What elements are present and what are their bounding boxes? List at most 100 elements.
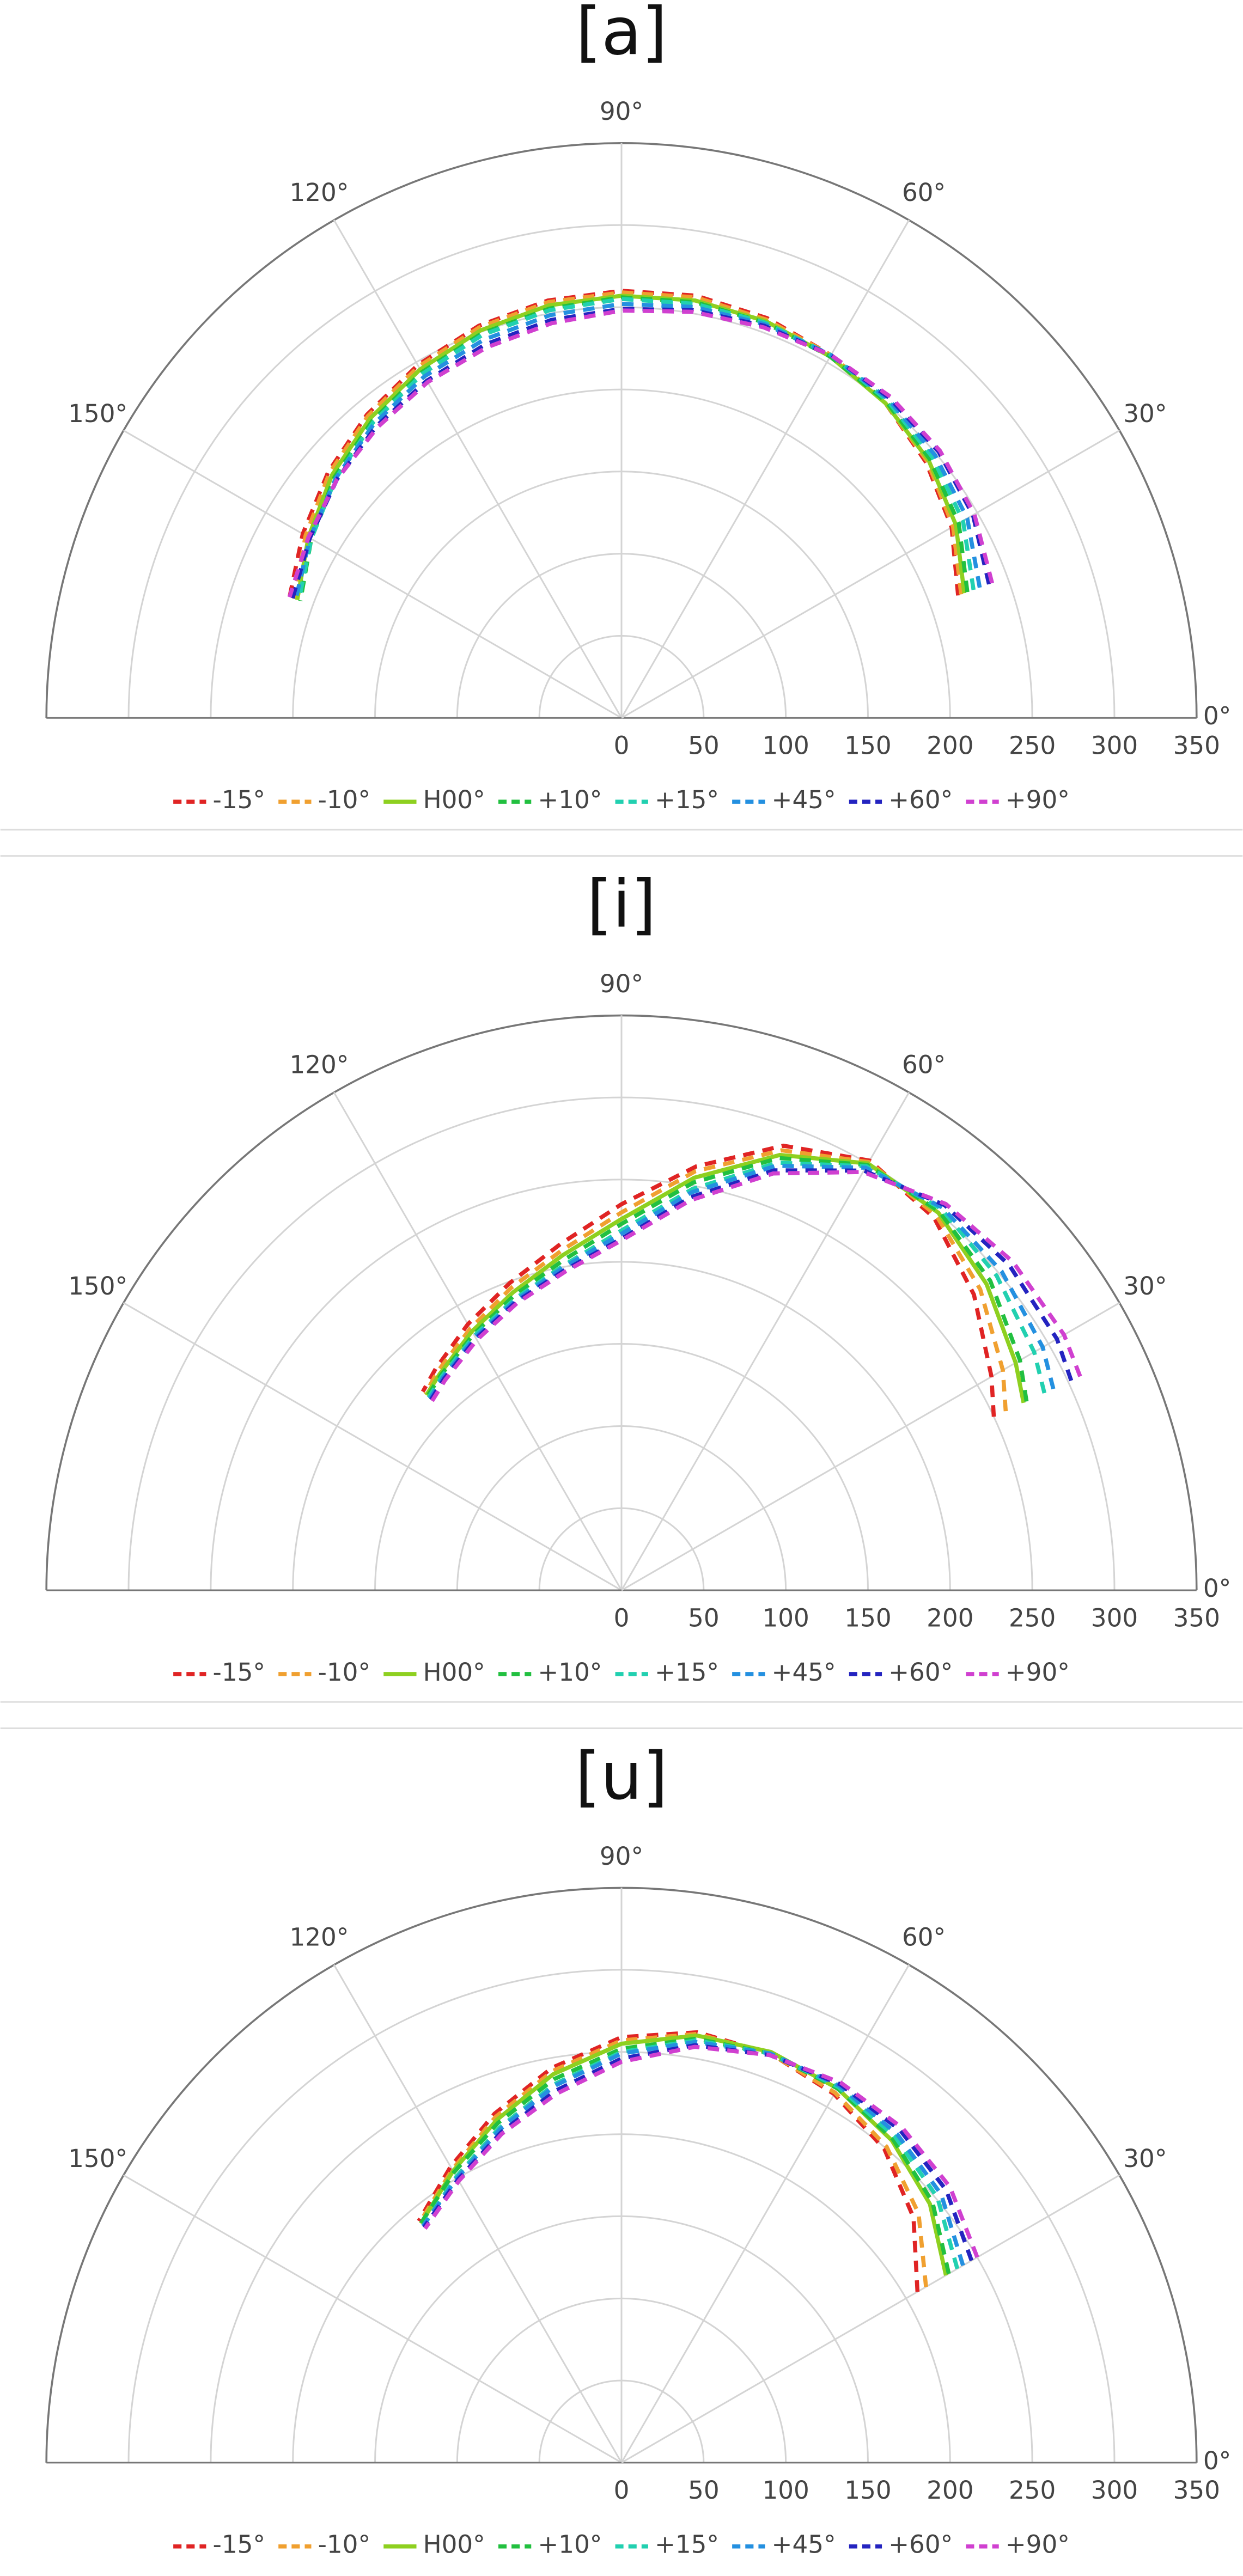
theta-tick-label: 60° <box>902 1051 946 1079</box>
legend-entry: +90° <box>966 1658 1070 1687</box>
theta-tick-label: 90° <box>600 97 643 126</box>
legend-entry: +10° <box>498 1658 602 1687</box>
series-line <box>421 2038 960 2269</box>
r-tick-label: 150 <box>844 1603 891 1632</box>
theta-tick-label: 120° <box>289 178 349 207</box>
legend-entry: -10° <box>278 1658 370 1687</box>
r-tick-label: 50 <box>688 2476 720 2505</box>
series-line <box>418 2031 928 2287</box>
legend-label: +60° <box>888 2530 953 2559</box>
theta-tick-label: 150° <box>68 2144 127 2173</box>
legend-entry: +10° <box>498 2530 602 2559</box>
theta-tick-label: 30° <box>1123 399 1167 428</box>
legend-entry: -15° <box>173 2530 265 2559</box>
legend-label: +15° <box>655 785 719 814</box>
legend-entry: +45° <box>732 785 836 814</box>
legend-entry: +15° <box>615 2530 719 2559</box>
legend-label: +10° <box>538 1658 602 1687</box>
legend-entry: +90° <box>966 785 1070 814</box>
r-tick-label: 250 <box>1009 1603 1056 1632</box>
r-tick-label: 250 <box>1009 731 1056 760</box>
legend-label: -15° <box>213 2530 266 2559</box>
legend-label: +90° <box>1006 2530 1070 2559</box>
theta-tick-label: 0° <box>1203 1574 1231 1603</box>
chart-title: [i] <box>587 866 656 942</box>
legend-label: H00° <box>423 1658 485 1687</box>
theta-tick-label: 30° <box>1123 1272 1167 1301</box>
legend-label: +60° <box>888 1658 953 1687</box>
legend-entry: H00° <box>383 785 485 814</box>
series-line <box>423 1148 1008 1412</box>
angle-grid-line <box>621 430 1120 719</box>
legend-label: H00° <box>423 2530 485 2559</box>
angle-grid-line <box>620 219 910 719</box>
theta-tick-label: 150° <box>68 399 127 428</box>
theta-tick-label: 60° <box>902 178 946 207</box>
series-line <box>298 295 970 602</box>
legend-entry: -15° <box>173 1658 265 1687</box>
theta-tick-label: 120° <box>289 1051 349 1079</box>
theta-tick-label: 90° <box>600 969 643 998</box>
r-tick-label: 200 <box>927 731 973 760</box>
theta-tick-label: 60° <box>902 1922 946 1951</box>
r-tick-label: 0 <box>614 2476 630 2505</box>
series-line <box>296 297 976 601</box>
series-line <box>294 302 982 600</box>
angle-grid-line <box>621 2174 1120 2464</box>
r-tick-label: 200 <box>927 2476 973 2505</box>
legend-entry: +15° <box>615 785 719 814</box>
series-line <box>428 1163 1056 1400</box>
legend-label: +10° <box>538 2530 602 2559</box>
legend: -15° -10° H00° +10° +15° +45° +60° +90° <box>173 2530 1070 2559</box>
r-tick-label: 350 <box>1173 1603 1220 1632</box>
theta-tick-label: 0° <box>1203 701 1231 730</box>
r-tick-label: 100 <box>762 731 809 760</box>
series-line <box>417 2030 920 2292</box>
legend-label: -15° <box>213 1658 266 1687</box>
legend-label: +90° <box>1006 785 1070 814</box>
legend-label: +45° <box>772 2530 836 2559</box>
legend-entry: -10° <box>278 2530 370 2559</box>
legend-label: -10° <box>318 2530 371 2559</box>
series-line <box>292 290 964 600</box>
r-tick-label: 100 <box>762 2476 809 2505</box>
angle-grid-line <box>333 1091 623 1591</box>
legend-entry: +60° <box>849 2530 953 2559</box>
legend-label: +15° <box>655 1658 719 1687</box>
legend-label: -15° <box>213 785 266 814</box>
legend-entry: H00° <box>383 1658 485 1687</box>
legend-entry: -15° <box>173 785 265 814</box>
r-tick-label: 300 <box>1091 731 1138 760</box>
r-tick-label: 100 <box>762 1603 809 1632</box>
theta-tick-label: 90° <box>600 1842 643 1871</box>
series-line <box>287 308 994 598</box>
series-line <box>421 2040 965 2266</box>
legend-entry: -10° <box>278 785 370 814</box>
legend-label: +15° <box>655 2530 719 2559</box>
r-tick-label: 50 <box>688 1603 720 1632</box>
theta-tick-label: 150° <box>68 1272 127 1301</box>
r-tick-label: 0 <box>614 1603 630 1632</box>
r-tick-label: 150 <box>844 2476 891 2505</box>
angle-grid-line <box>123 430 622 719</box>
r-tick-label: 300 <box>1091 2476 1138 2505</box>
series-line <box>421 1143 996 1417</box>
r-tick-label: 350 <box>1173 2476 1220 2505</box>
r-tick-label: 0 <box>614 731 630 760</box>
legend-label: +90° <box>1006 1658 1070 1687</box>
series-line <box>419 2033 948 2276</box>
legend: -15° -10° H00° +10° +15° +45° +60° +90° <box>173 1658 1070 1687</box>
chart-title: [u] <box>575 1738 668 1815</box>
r-tick-label: 50 <box>688 731 720 760</box>
legend-label: +45° <box>772 1658 836 1687</box>
legend-label: -10° <box>318 1658 371 1687</box>
theta-tick-label: 0° <box>1203 2446 1231 2475</box>
series-line <box>424 1152 1026 1403</box>
angle-grid-line <box>620 1964 910 2463</box>
series-line <box>419 2036 951 2274</box>
angle-grid-line <box>123 1302 622 1591</box>
